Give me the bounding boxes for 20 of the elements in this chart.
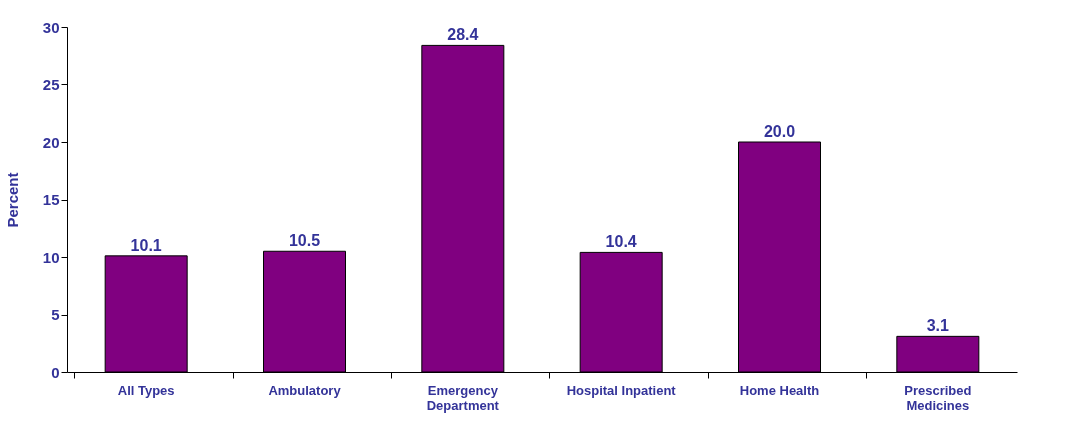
data-label: 10.5 [288,232,321,250]
y-tick-label: 25 [42,76,60,93]
data-label: 10.1 [130,236,162,254]
x-tick-label: All Types [117,382,175,398]
y-tick-label: 30 [42,18,60,36]
data-label: 3.1 [926,317,950,335]
x-tick-label: Emergency Department [426,382,500,413]
x-tick-label: Prescribed Medicines [904,382,972,413]
y-tick-label: 15 [42,191,60,208]
y-tick-label: 0 [51,363,60,381]
data-label: 20.0 [763,123,796,140]
y-axis-title: Percent [3,172,21,228]
data-label: 10.4 [605,233,637,251]
y-tick-label: 10 [42,248,60,266]
data-label: 28.4 [447,26,479,44]
y-tick-label: 5 [51,306,60,323]
x-tick-label: Home Health [739,382,820,398]
x-tick-label: Hospital Inpatient [566,382,677,398]
x-tick-label: Ambulatory [268,382,342,398]
y-tick-label: 20 [42,133,60,151]
